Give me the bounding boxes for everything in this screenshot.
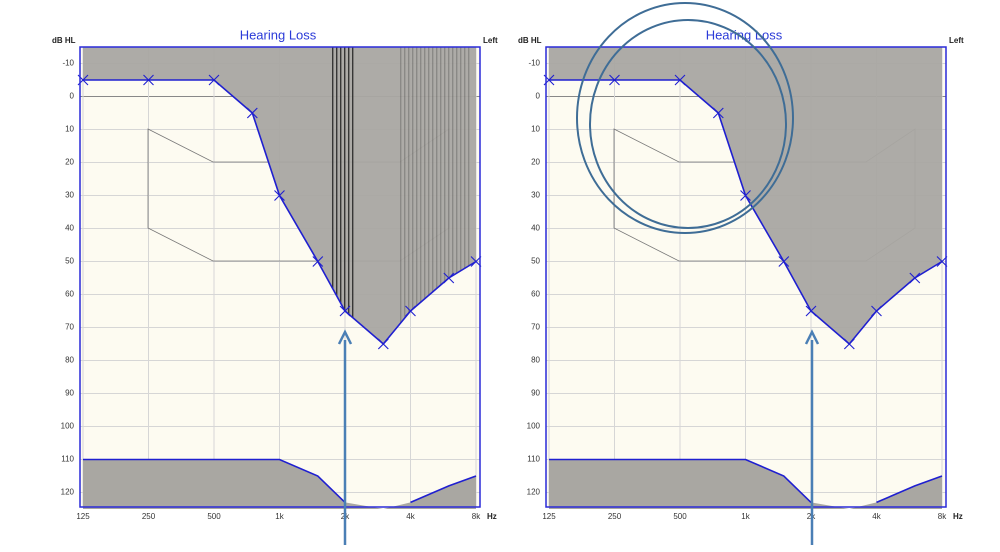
y-tick-label: 0 — [70, 92, 75, 101]
y-tick-label: 30 — [65, 191, 74, 200]
y-tick-label: 20 — [531, 158, 540, 167]
ucl-area — [83, 459, 476, 509]
x-tick-label: 250 — [608, 512, 622, 521]
y-tick-label: 50 — [65, 257, 74, 266]
chart-title: Hearing Loss — [240, 27, 317, 42]
y-tick-label: 60 — [65, 290, 74, 299]
y-tick-label: 120 — [61, 488, 75, 497]
y-tick-label: 90 — [531, 389, 540, 398]
ucl-area — [549, 459, 942, 509]
ear-side: Left — [483, 36, 498, 45]
y-tick-label: 40 — [531, 224, 540, 233]
x-axis-label: Hz — [487, 512, 497, 521]
x-tick-label: 8k — [938, 512, 947, 521]
threshold-marker — [312, 256, 324, 267]
threshold-marker — [208, 74, 220, 86]
y-tick-label: 10 — [531, 125, 540, 134]
chart-title: Hearing Loss — [706, 27, 783, 42]
x-tick-label: 250 — [142, 512, 156, 521]
audiogram: -10 0 10 20 30 40 50 60 70 80 90 100 110 120 125 250 500… — [518, 27, 964, 521]
y-tick-label: 60 — [531, 290, 540, 299]
threshold-marker — [843, 338, 855, 350]
y-tick-label: 100 — [61, 422, 75, 431]
x-tick-label: 125 — [76, 512, 90, 521]
threshold-marker — [778, 256, 790, 267]
y-tick-label: 90 — [65, 389, 74, 398]
threshold-marker — [740, 190, 751, 201]
y-tick-label: 110 — [61, 455, 74, 464]
y-tick-label: 70 — [65, 323, 74, 332]
x-tick-label: 8k — [472, 512, 481, 521]
threshold-marker — [674, 74, 686, 86]
threshold-marker — [805, 305, 817, 317]
threshold-marker — [609, 74, 620, 86]
y-tick-label: 0 — [536, 92, 541, 101]
y-tick-label: 80 — [65, 356, 74, 365]
threshold-marker — [377, 338, 389, 350]
y-tick-label: 80 — [531, 356, 540, 365]
plot-frame — [545, 46, 947, 508]
threshold-marker — [405, 305, 416, 317]
threshold-marker — [143, 74, 154, 86]
y-axis-label: dB HL — [518, 36, 542, 45]
x-tick-label: 500 — [673, 512, 687, 521]
y-tick-label: 50 — [531, 257, 540, 266]
arrow-head — [337, 329, 353, 345]
arrow-head — [804, 329, 820, 345]
x-tick-label: 125 — [542, 512, 556, 521]
y-tick-label: 110 — [527, 455, 540, 464]
x-tick-label: 4k — [872, 512, 881, 521]
y-tick-label: 20 — [65, 158, 74, 167]
x-tick-label: 1k — [275, 512, 284, 521]
y-tick-label: -10 — [62, 59, 74, 68]
threshold-marker — [909, 272, 921, 284]
highlight-circle — [589, 19, 787, 229]
threshold-marker — [712, 107, 724, 119]
plot-frame — [79, 46, 481, 508]
x-tick-label: 1k — [741, 512, 750, 521]
threshold-marker — [246, 107, 258, 119]
x-tick-label: 500 — [207, 512, 221, 521]
threshold-marker — [274, 190, 285, 201]
highlight-circle — [576, 2, 794, 234]
threshold-marker — [443, 272, 455, 284]
annotations — [337, 2, 820, 545]
threshold-marker — [339, 305, 351, 317]
y-tick-label: 40 — [65, 224, 74, 233]
series-line — [549, 458, 943, 504]
audiogram: -10 0 10 20 30 40 50 60 70 80 90 100 110 120 125 250 500… — [52, 27, 498, 521]
series-line — [83, 458, 477, 504]
ear-side: Left — [949, 36, 964, 45]
y-tick-label: 120 — [527, 488, 541, 497]
threshold-marker — [871, 305, 882, 317]
x-tick-label: 4k — [406, 512, 415, 521]
y-tick-label: 100 — [527, 422, 541, 431]
y-tick-label: -10 — [528, 59, 540, 68]
x-axis-label: Hz — [953, 512, 963, 521]
y-axis-label: dB HL — [52, 36, 76, 45]
y-tick-label: 70 — [531, 323, 540, 332]
y-tick-label: 10 — [65, 125, 74, 134]
y-tick-label: 30 — [531, 191, 540, 200]
